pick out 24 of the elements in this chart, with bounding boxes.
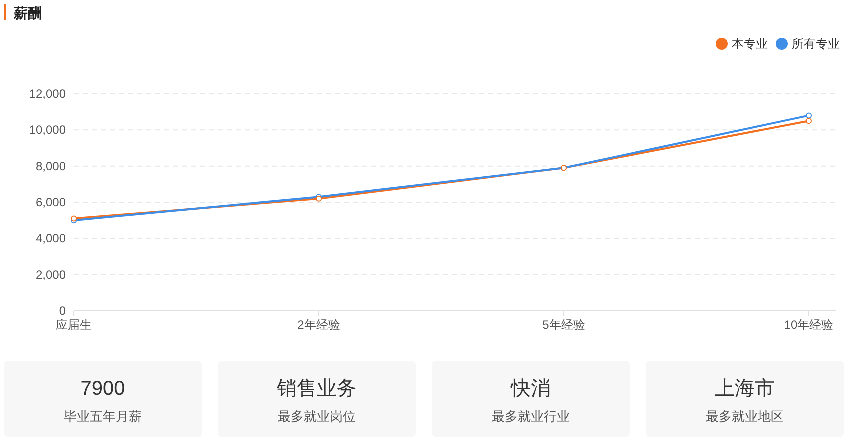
- text: 快消: [510, 377, 552, 401]
- text: 最多就业岗位: [277, 409, 357, 425]
- y-tick-label: 8,000: [36, 159, 66, 174]
- text: 毕业五年月薪: [63, 409, 143, 425]
- y-tick-label: 6,000: [36, 196, 66, 210]
- point: [806, 112, 812, 119]
- x-tick-label: 2年经验: [298, 318, 340, 332]
- y-tick-label: 2,000: [36, 268, 66, 282]
- text: 7900: [80, 377, 126, 401]
- text: 最多就业地区: [705, 409, 785, 425]
- text: 上海市: [714, 377, 776, 401]
- y-tick-label: 0: [59, 304, 66, 318]
- point: [806, 118, 812, 124]
- text: 最多就业行业: [491, 409, 571, 425]
- x-tick-label: 10年经验: [784, 318, 834, 332]
- text: 销售业务: [276, 377, 358, 401]
- x-tick-label: 应届生: [56, 318, 92, 332]
- legend-label: 所有专业: [792, 37, 840, 51]
- y-tick-label: 10,000: [29, 123, 66, 138]
- chart-title: 薪酬: [13, 5, 42, 21]
- legend-label: 本专业: [732, 37, 768, 51]
- y-tick-label: 12,000: [29, 87, 66, 101]
- y-tick-label: 4,000: [36, 232, 66, 246]
- x-tick-label: 5年经验: [542, 318, 586, 332]
